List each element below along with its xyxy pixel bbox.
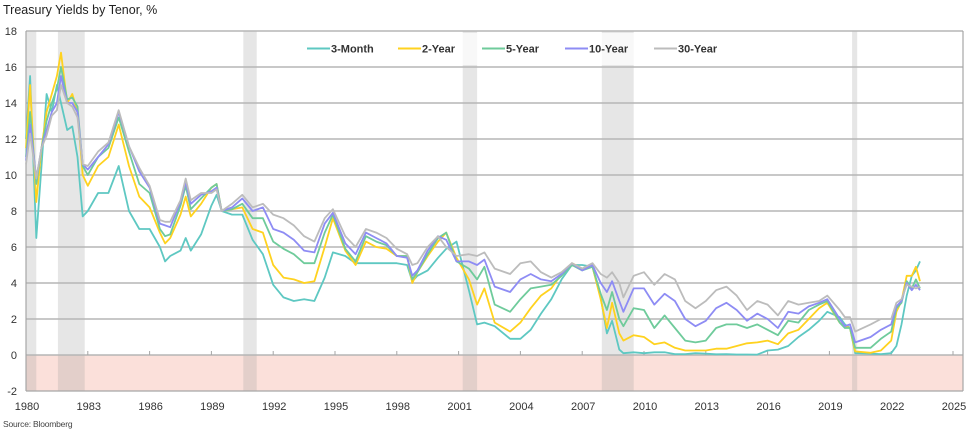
x-tick-label: 1986 xyxy=(138,401,162,413)
legend-item-3-month: 3-Month xyxy=(307,44,374,56)
x-tick-label: 1983 xyxy=(77,401,101,413)
legend-item-5-year: 5-Year xyxy=(482,44,540,56)
x-tick-label: 2016 xyxy=(756,401,780,413)
x-tick-label: 1998 xyxy=(386,401,410,413)
axes-layer xyxy=(25,31,964,392)
y-tick-label: 14 xyxy=(5,98,17,110)
legend-item-10-year: 10-Year xyxy=(565,44,629,56)
legend: 3-Month 2-Year 5-Year 10-Year 30-Year xyxy=(290,33,742,65)
y-tick-label: 12 xyxy=(5,134,17,146)
x-axis-labels: 1980 1983 1986 1989 1992 1995 1998 2001 2004 2007… xyxy=(15,401,966,413)
x-tick-label: 1992 xyxy=(262,401,286,413)
y-tick-label: 8 xyxy=(11,206,17,218)
y-tick-label: -2 xyxy=(7,386,17,398)
x-tick-label: 2025 xyxy=(942,401,966,413)
negative-zone-layer xyxy=(26,355,963,391)
series-line-5-year xyxy=(25,66,921,349)
y-tick-label: 10 xyxy=(5,170,17,182)
x-tick-label: 1980 xyxy=(15,401,39,413)
chart-title: Treasury Yields by Tenor, % xyxy=(3,3,158,17)
series-layer xyxy=(25,51,921,356)
legend-label: 3-Month xyxy=(331,44,374,56)
source-note: Source: Bloomberg xyxy=(3,419,73,429)
y-tick-label: 18 xyxy=(5,26,17,38)
x-tick-label: 2022 xyxy=(880,401,904,413)
x-tick-label: 1995 xyxy=(324,401,348,413)
x-tick-label: 2019 xyxy=(818,401,842,413)
y-tick-label: 6 xyxy=(11,242,17,254)
negative-yield-zone xyxy=(26,355,963,391)
y-tick-label: 16 xyxy=(5,62,17,74)
series-line-30-year xyxy=(25,84,921,333)
legend-label: 5-Year xyxy=(506,44,540,56)
y-tick-label: 2 xyxy=(11,314,17,326)
x-tick-label: 2001 xyxy=(447,401,471,413)
legend-item-30-year: 30-Year xyxy=(654,44,718,56)
x-tick-label: 2010 xyxy=(633,401,657,413)
legend-label: 30-Year xyxy=(678,44,718,56)
x-tick-label: 2004 xyxy=(509,401,533,413)
x-tick-label: 2013 xyxy=(695,401,719,413)
x-tick-label: 2007 xyxy=(571,401,595,413)
legend-item-2-year: 2-Year xyxy=(398,44,456,56)
y-tick-label: 4 xyxy=(11,278,17,290)
x-tick-label: 1989 xyxy=(200,401,224,413)
y-tick-label: 0 xyxy=(11,350,17,362)
y-axis-labels: 18 16 14 12 10 8 6 4 2 0 -2 xyxy=(5,26,17,398)
legend-label: 10-Year xyxy=(589,44,629,56)
legend-label: 2-Year xyxy=(422,44,456,56)
